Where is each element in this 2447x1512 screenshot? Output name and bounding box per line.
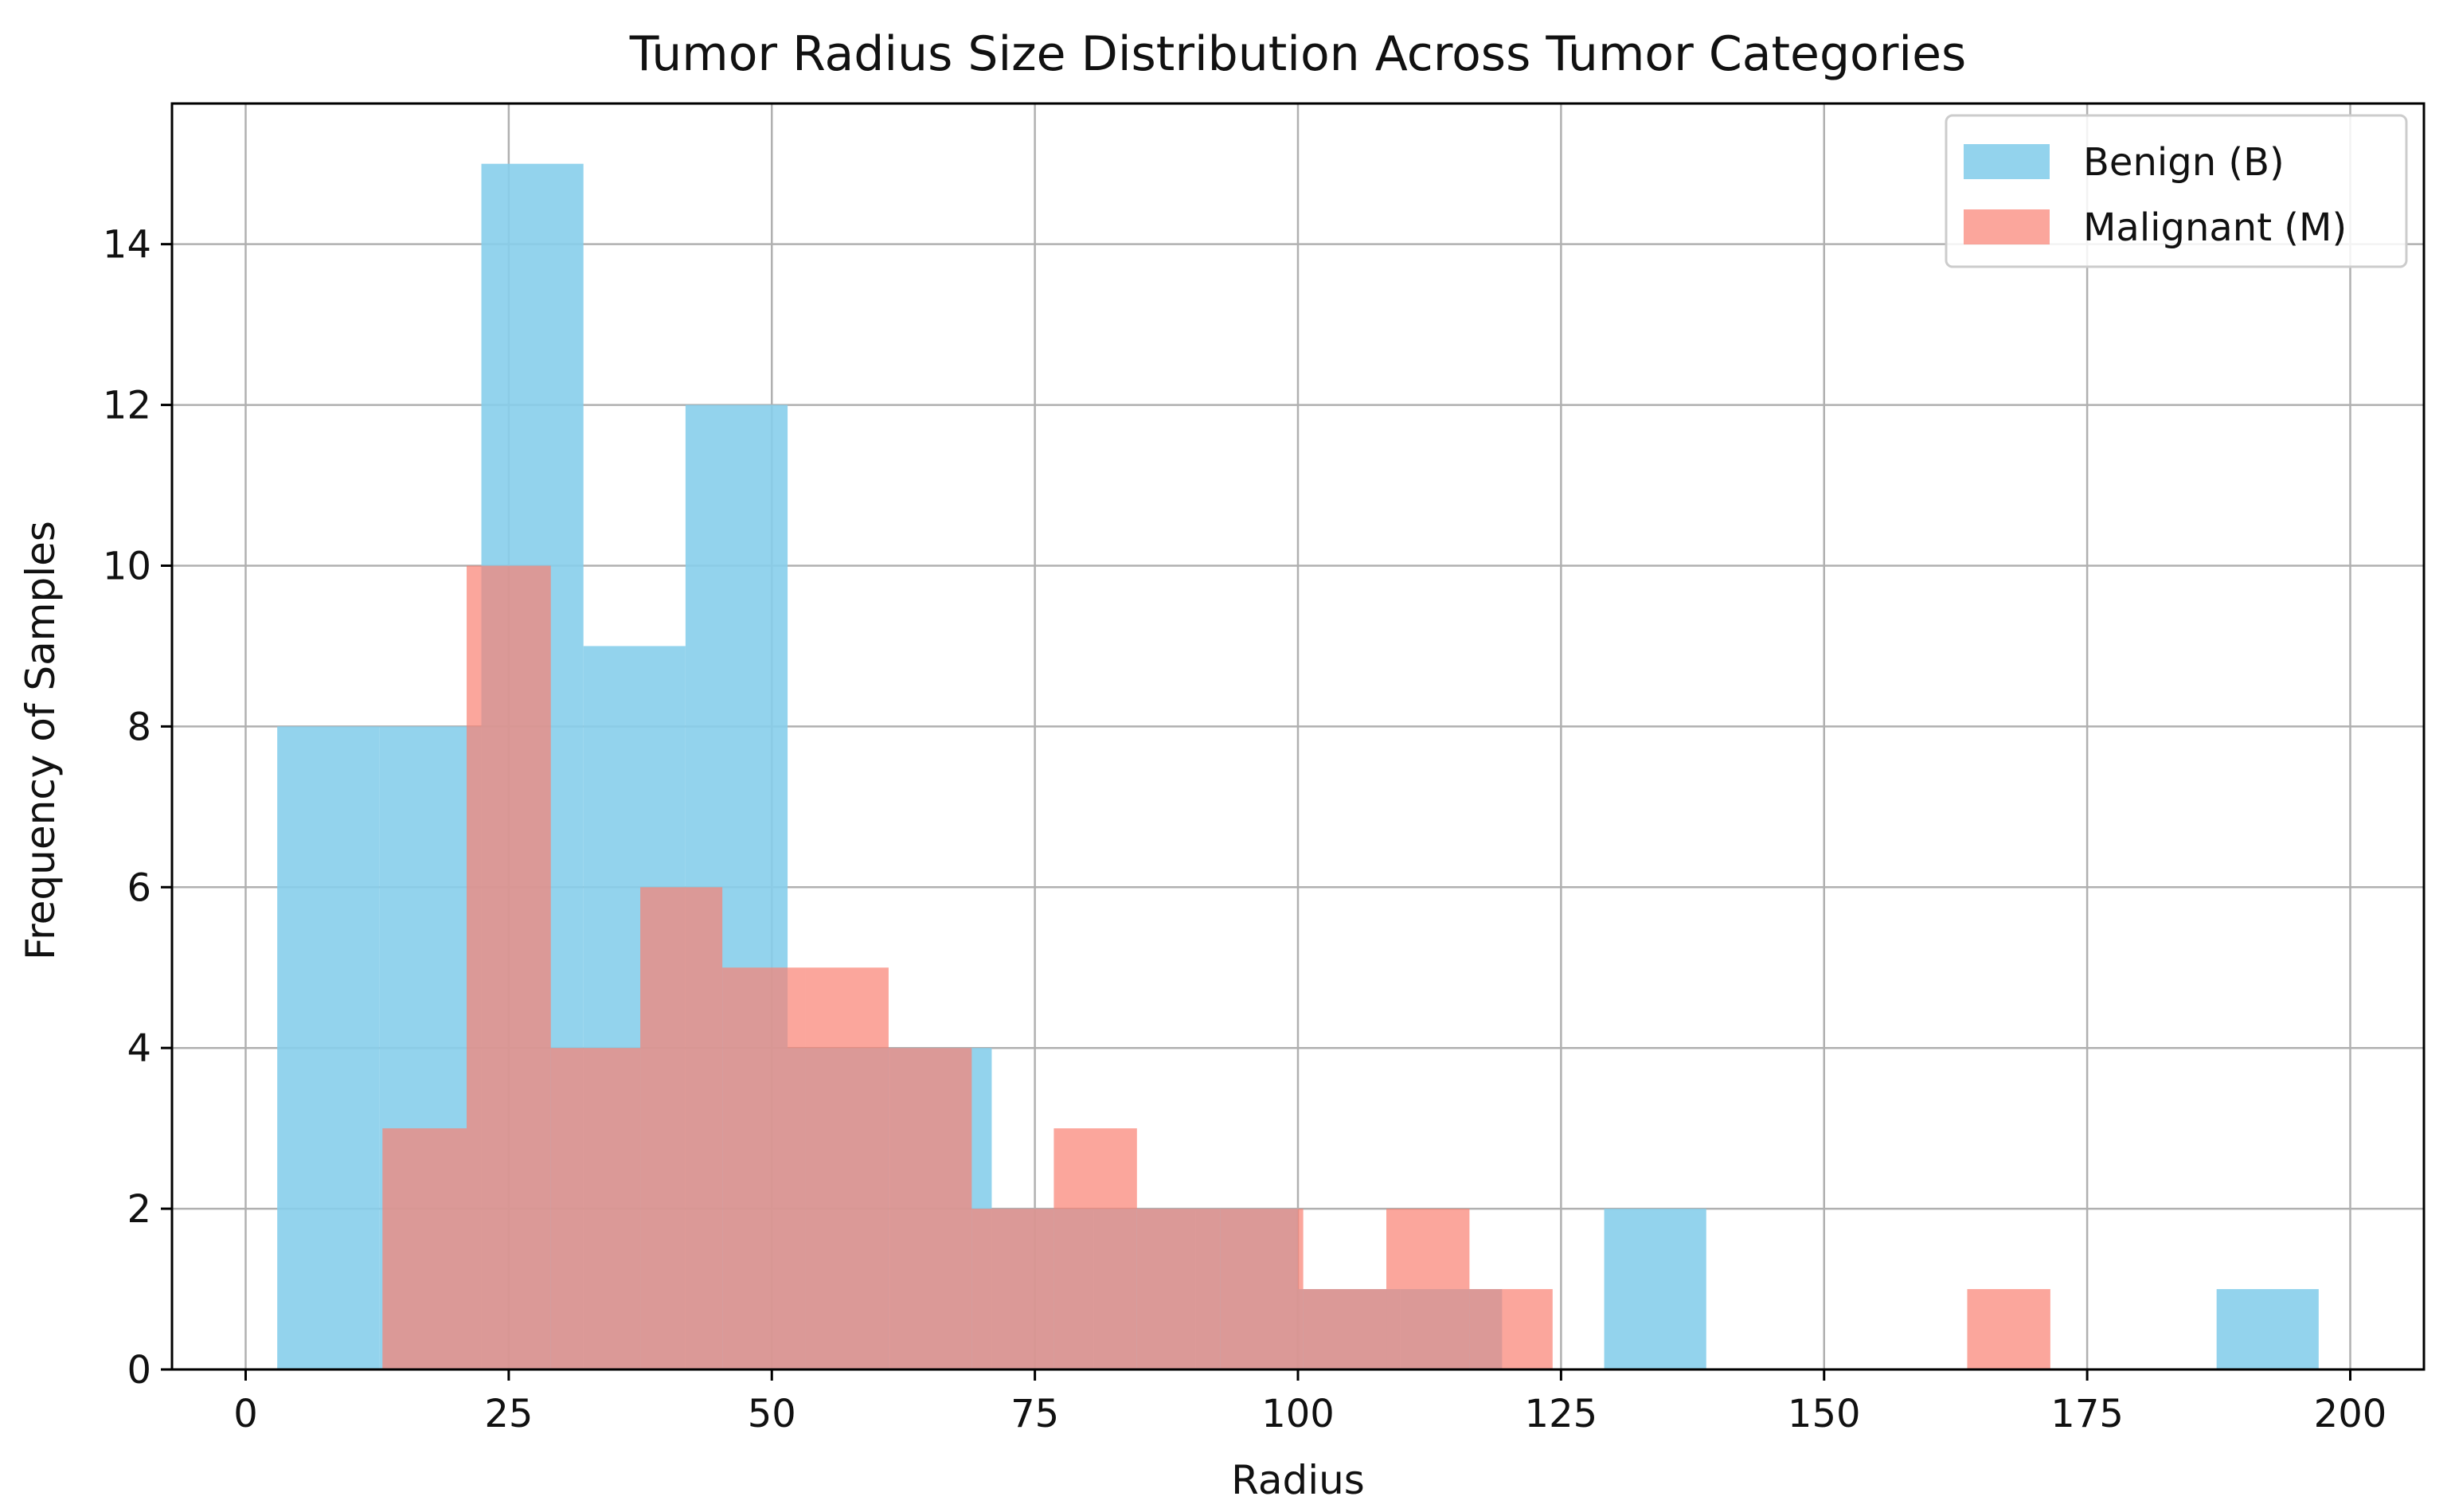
x-tick-label-4: 100 bbox=[1261, 1392, 1335, 1436]
bar-series-1-bin-19 bbox=[1967, 1289, 2050, 1369]
legend-label-0: Benign (B) bbox=[2083, 140, 2285, 185]
x-tick-label-7: 175 bbox=[2050, 1392, 2124, 1436]
bar-series-1-bin-3 bbox=[640, 887, 723, 1369]
y-tick-label-2: 4 bbox=[127, 1026, 151, 1071]
bar-series-1-bin-5 bbox=[805, 967, 889, 1369]
bar-series-1-bin-12 bbox=[1386, 1209, 1470, 1369]
bar-series-1-bin-7 bbox=[971, 1209, 1054, 1369]
x-tick-label-6: 150 bbox=[1788, 1392, 1861, 1436]
bar-series-1-bin-6 bbox=[888, 1048, 972, 1369]
bar-series-1-bin-1 bbox=[467, 565, 551, 1369]
plot-area: 0 25 50 75 100 125 150 175 200 0 2 4 6 8 10 12 14 bbox=[103, 102, 2426, 1436]
y-tick-label-6: 12 bbox=[103, 384, 151, 428]
bar-series-1-bin-2 bbox=[550, 1048, 641, 1369]
legend-swatch-0 bbox=[1964, 144, 2050, 179]
x-tick-label-0: 0 bbox=[233, 1392, 258, 1436]
legend: Benign (B) Malignant (M) bbox=[1945, 114, 2408, 268]
x-tick-label-1: 25 bbox=[484, 1392, 533, 1436]
bar-series-1-bin-4 bbox=[722, 967, 806, 1369]
bar-series-1-bin-10 bbox=[1220, 1209, 1304, 1369]
y-tick-label-1: 2 bbox=[127, 1187, 151, 1232]
bar-series-0-bin-0 bbox=[277, 726, 380, 1369]
y-axis-label: Frequency of Samples bbox=[18, 521, 64, 960]
bar-series-1-bin-8 bbox=[1053, 1128, 1137, 1369]
bar-series-0-bin-13 bbox=[1604, 1209, 1706, 1369]
bar-series-1-bin-0 bbox=[382, 1128, 467, 1369]
bar-series-1-bin-9 bbox=[1136, 1209, 1221, 1369]
y-tick-label-3: 6 bbox=[127, 865, 151, 910]
series-1-bars bbox=[382, 565, 2050, 1369]
y-tick-label-5: 10 bbox=[103, 544, 151, 588]
chart-title: Tumor Radius Size Distribution Across Tu… bbox=[629, 26, 1967, 82]
legend-box bbox=[1945, 114, 2408, 268]
bar-series-0-bin-19 bbox=[2216, 1289, 2319, 1369]
legend-label-1: Malignant (M) bbox=[2083, 205, 2347, 250]
bar-series-1-bin-11 bbox=[1303, 1289, 1387, 1369]
x-tick-label-3: 75 bbox=[1010, 1392, 1059, 1436]
x-tick-label-5: 125 bbox=[1525, 1392, 1598, 1436]
y-tick-label-0: 0 bbox=[127, 1348, 151, 1393]
bar-series-1-bin-13 bbox=[1469, 1289, 1553, 1369]
y-tick-label-4: 8 bbox=[127, 705, 151, 749]
legend-swatch-1 bbox=[1964, 209, 2050, 244]
x-tick-label-2: 50 bbox=[748, 1392, 796, 1436]
x-axis-label: Radius bbox=[1231, 1457, 1365, 1503]
y-tick-label-7: 14 bbox=[103, 223, 151, 268]
x-tick-label-8: 200 bbox=[2314, 1392, 2387, 1436]
